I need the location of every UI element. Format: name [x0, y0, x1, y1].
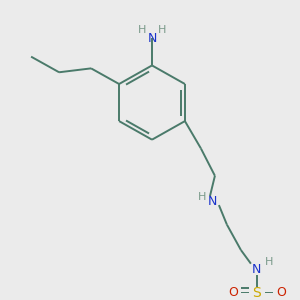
- Text: N: N: [147, 32, 157, 45]
- Text: O: O: [228, 286, 238, 299]
- Text: N: N: [208, 195, 218, 208]
- Text: H: H: [198, 192, 206, 202]
- Text: H: H: [138, 25, 146, 35]
- Text: O: O: [276, 286, 286, 299]
- Text: H: H: [265, 257, 273, 267]
- Text: H: H: [158, 25, 166, 35]
- Text: N: N: [252, 263, 262, 276]
- Text: S: S: [253, 286, 261, 300]
